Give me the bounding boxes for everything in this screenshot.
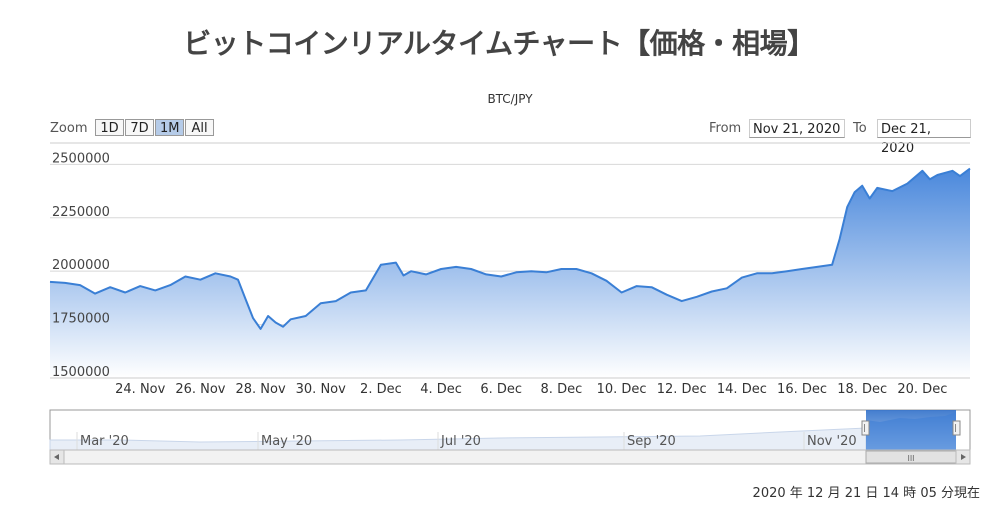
navigator-label: Sep '20 [627,434,676,449]
y-tick-label: 1750000 [52,312,110,327]
navigator-labels: Mar '20 May '20 Jul '20 Sep '20 Nov '20 [76,432,857,450]
x-tick-label: 14. Dec [717,382,767,397]
zoom-7d-button[interactable]: 7D [125,119,154,136]
scrollbar-track[interactable] [49,449,971,465]
x-tick-label: 4. Dec [420,382,462,397]
navigator-left-handle[interactable] [861,420,870,436]
from-date-input[interactable]: Nov 21, 2020 [749,119,845,138]
zoom-label: Zoom [50,121,88,136]
x-tick-label: 28. Nov [235,382,285,397]
y-axis-labels: 1500000 1750000 2000000 2250000 2500000 [52,151,110,380]
zoom-all-button[interactable]: All [185,119,214,136]
x-tick-label: 12. Dec [657,382,707,397]
zoom-1d-button[interactable]: 1D [95,119,124,136]
navigator-label: May '20 [261,434,312,449]
x-tick-label: 10. Dec [597,382,647,397]
scrollbar-grip: III [907,454,914,463]
navigator-label: Mar '20 [80,434,129,449]
x-tick-label: 16. Dec [777,382,827,397]
y-tick-label: 2500000 [52,151,110,166]
navigator-right-handle[interactable] [952,420,961,436]
x-tick-label: 20. Dec [897,382,947,397]
to-date-input[interactable]: Dec 21, 2020 [877,119,971,156]
x-tick-label: 24. Nov [115,382,165,397]
x-axis-labels: 24. Nov 26. Nov 28. Nov 30. Nov 2. Dec 4. Dec… [115,382,947,397]
zoom-1m-button[interactable]: 1M [155,119,184,136]
to-label: To [853,121,867,136]
x-tick-label: 26. Nov [175,382,225,397]
y-tick-label: 2000000 [52,258,110,273]
from-label: From [709,121,742,136]
scrollbar[interactable]: III [49,449,971,465]
page-title: ビットコインリアルタイムチャート【価格・相場】 [183,27,815,60]
update-timestamp: 2020 年 12 月 21 日 14 時 05 分現在 [752,486,980,501]
y-tick-label: 1500000 [52,365,110,380]
navigator-selected-series [866,412,956,450]
series-line [49,167,971,330]
x-tick-label: 18. Dec [837,382,887,397]
arrow-right-icon [961,454,966,460]
x-tick-label: 8. Dec [541,382,583,397]
navigator[interactable]: Mar '20 May '20 Jul '20 Sep '20 Nov '20 [49,409,971,451]
x-tick-label: 6. Dec [480,382,522,397]
x-tick-label: 30. Nov [296,382,346,397]
chart-title: BTC/JPY [487,92,533,106]
series-area [49,167,971,379]
navigator-label: Jul '20 [440,434,481,449]
y-tick-label: 2250000 [52,205,110,220]
arrow-left-icon [54,454,59,460]
x-tick-label: 2. Dec [360,382,402,397]
navigator-label: Nov '20 [807,434,857,449]
